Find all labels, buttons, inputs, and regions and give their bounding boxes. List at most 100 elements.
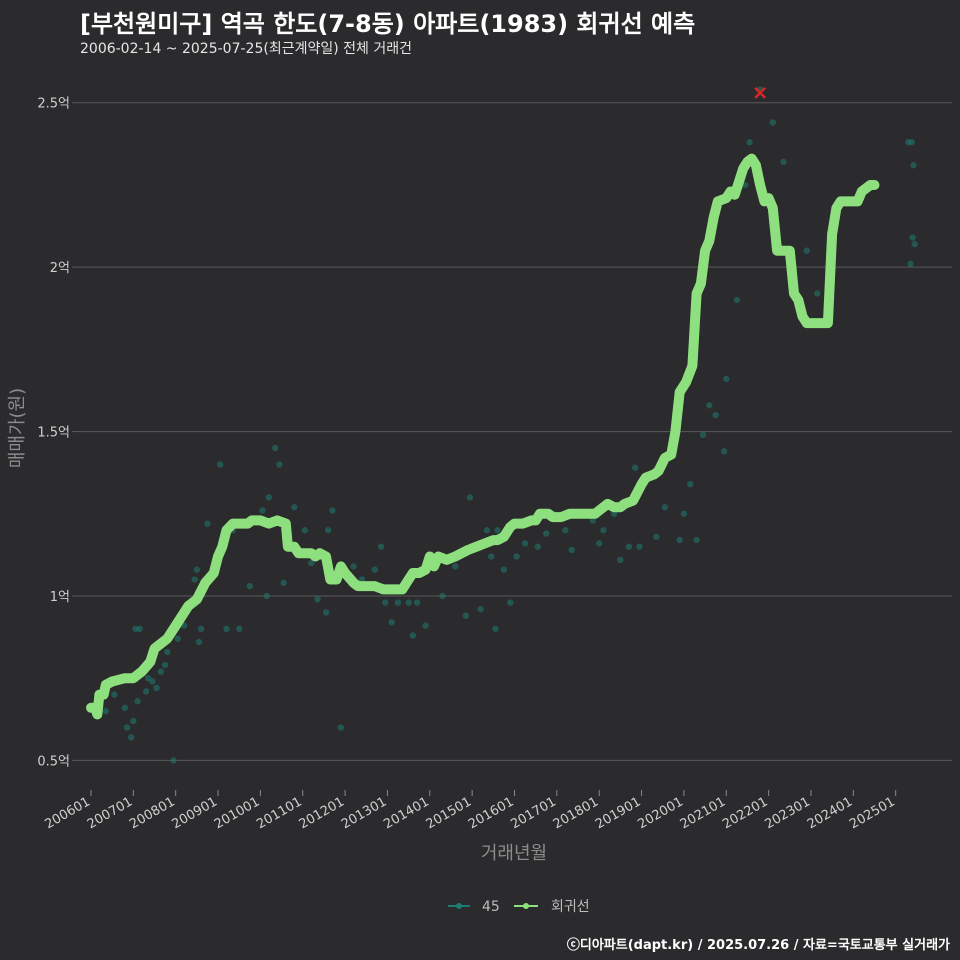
scatter-point <box>500 566 508 573</box>
regression-series <box>86 153 880 720</box>
legend-item-45: 45 <box>482 899 500 915</box>
y-tick-label: 1억 <box>50 590 70 605</box>
scatter-point <box>687 480 694 488</box>
scatter-point <box>712 411 719 419</box>
scatter-point <box>909 234 916 241</box>
scatter-point <box>276 461 283 468</box>
chart-subtitle: 2006-02-14 ~ 2025-07-25(최근계약일) 전체 거래건 <box>80 41 412 57</box>
scatter-point <box>157 668 165 675</box>
scatter-point <box>197 625 205 633</box>
x-tick-label: 201501 <box>424 794 474 832</box>
scatter-point <box>123 724 131 731</box>
scatter-point <box>466 494 474 501</box>
scatter-point <box>291 504 298 511</box>
scatter-point <box>377 543 385 550</box>
scatter-point <box>746 139 753 146</box>
scatter-point <box>322 609 330 616</box>
x-tick-label: 200801 <box>127 794 177 832</box>
scatter-point <box>170 757 177 764</box>
scatter-point <box>413 599 421 606</box>
scatter-point <box>534 543 541 550</box>
scatter-point <box>462 612 469 619</box>
x-tick-label: 201401 <box>381 794 431 832</box>
scatter-point <box>521 540 529 547</box>
scatter-point <box>265 494 273 501</box>
scatter-point <box>617 556 624 564</box>
scatter-point <box>814 290 821 297</box>
scatter-point <box>236 625 243 633</box>
scatter-point <box>803 247 810 254</box>
y-tick-label: 2.5억 <box>37 97 70 112</box>
scatter-point <box>720 448 728 455</box>
source-caption: ⓒ디아파트(dapt.kr) / 2025.07.26 / 자료=국토교통부 실… <box>566 938 950 953</box>
scatter-point <box>680 510 688 517</box>
x-tick-label: 202501 <box>847 794 897 832</box>
scatter-point <box>439 592 446 600</box>
scatter-point <box>371 566 378 573</box>
scatter-point <box>477 605 484 613</box>
scatter-point <box>280 579 287 587</box>
scatter-point <box>223 625 230 633</box>
scatter-point <box>161 661 169 669</box>
scatter-point <box>625 543 633 550</box>
scatter-point <box>134 698 141 705</box>
scatter-point <box>193 566 201 573</box>
scatter-point <box>706 402 713 409</box>
y-axis-ticks: 0.5억 1억 1.5억 2억 2.5억 <box>37 97 77 769</box>
scatter-point <box>723 375 730 383</box>
scatter-point <box>568 546 575 554</box>
x-tick-label: 202001 <box>635 794 685 832</box>
scatter-point <box>653 533 660 541</box>
scatter-point <box>350 563 357 570</box>
scatter-point <box>174 635 181 642</box>
scatter-point <box>153 684 160 692</box>
x-tick-label: 202201 <box>720 794 770 832</box>
x-tick-label: 200901 <box>170 794 220 832</box>
y-tick-label: 2억 <box>50 261 70 276</box>
max-marker <box>754 86 767 99</box>
scatter-point <box>246 582 253 590</box>
scatter-point <box>102 707 109 715</box>
scatter-point <box>409 632 417 639</box>
x-tick-label: 202401 <box>805 794 855 832</box>
legend-scatter-swatch <box>456 903 462 909</box>
x-tick-label: 202301 <box>762 794 812 832</box>
scatter-series <box>94 86 918 764</box>
x-axis-label: 거래년월 <box>481 843 547 864</box>
scatter-point <box>562 527 569 534</box>
x-tick-label: 200701 <box>85 794 135 832</box>
y-tick-label: 0.5억 <box>37 754 70 769</box>
legend: 45 회귀선 <box>448 899 590 915</box>
grid-lines <box>77 102 952 761</box>
scatter-point <box>492 625 499 633</box>
scatter-point <box>136 625 143 633</box>
x-tick-label: 201901 <box>593 794 643 832</box>
x-tick-label: 201601 <box>466 794 516 832</box>
scatter-point <box>382 599 389 606</box>
scatter-point <box>301 527 309 534</box>
scatter-point <box>908 139 915 146</box>
x-axis-ticks: 2006012007012008012009012010012011012012… <box>42 790 898 832</box>
scatter-point <box>676 536 683 544</box>
scatter-point <box>513 553 520 560</box>
scatter-point <box>693 536 700 544</box>
scatter-point <box>780 158 787 166</box>
scatter-point <box>488 553 495 560</box>
scatter-point <box>216 461 224 468</box>
scatter-point <box>507 599 514 606</box>
scatter-point <box>422 622 429 629</box>
x-tick-label: 201701 <box>508 794 558 832</box>
scatter-point <box>742 181 749 189</box>
scatter-point <box>308 559 315 567</box>
scatter-point <box>149 678 156 685</box>
x-tick-label: 201001 <box>212 794 262 832</box>
scatter-point <box>405 599 412 606</box>
scatter-point <box>483 527 491 534</box>
scatter-point <box>494 527 501 534</box>
scatter-point <box>128 734 135 741</box>
scatter-point <box>699 431 707 439</box>
y-tick-label: 1.5억 <box>37 426 70 441</box>
scatter-point <box>452 563 459 570</box>
scatter-point <box>142 688 150 695</box>
scatter-point <box>769 119 777 126</box>
